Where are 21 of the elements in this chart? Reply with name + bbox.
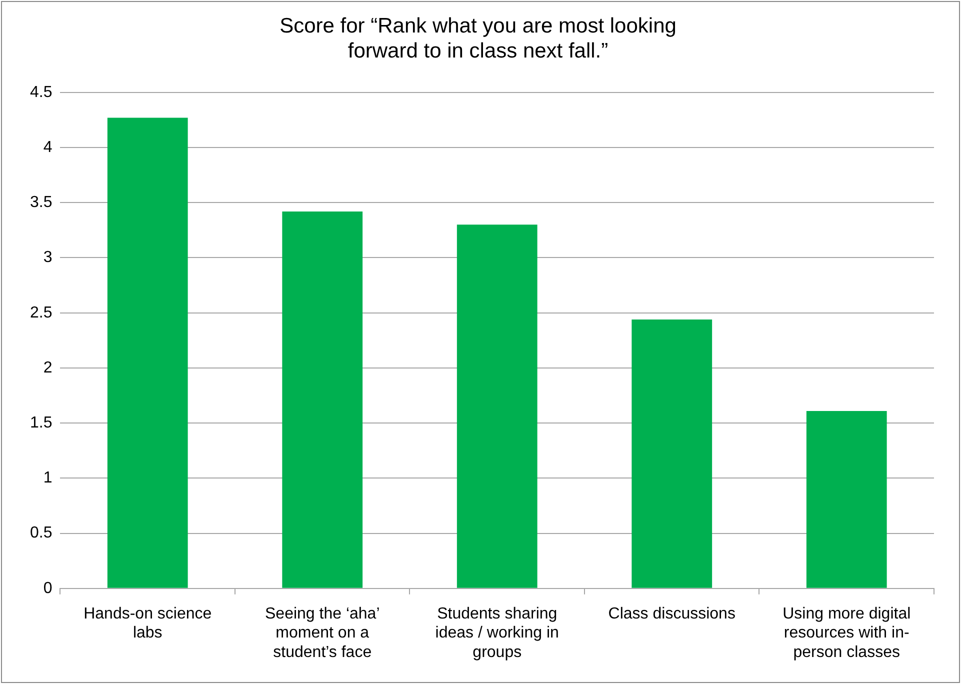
- x-tick-label: Students sharing ideas / working in groups: [435, 605, 559, 661]
- bar: [282, 211, 363, 588]
- chart-title: Score for “Rank what you are most looking forward to in class next fall.”: [280, 14, 676, 63]
- x-tick-label: Using more digital resources with in-person classes: [782, 605, 911, 661]
- bar: [456, 224, 538, 588]
- y-tick-label: 2.5: [30, 304, 52, 322]
- x-tick-label: Hands-on science labs: [84, 605, 212, 642]
- bar: [806, 410, 887, 588]
- bar: [632, 319, 712, 588]
- y-tick-label: 2: [43, 359, 52, 376]
- y-tick-label: 4.5: [30, 84, 52, 101]
- y-tick-label: 4: [43, 138, 52, 156]
- y-tick-label: 0.5: [30, 524, 52, 542]
- y-tick-label: 1: [43, 470, 52, 487]
- y-tick-label: 3: [43, 249, 52, 266]
- x-tick-label: Seeing the ‘aha’ moment on a student’s face: [264, 605, 380, 661]
- y-tick-label: 3.5: [30, 194, 52, 212]
- x-tick-label: Class discussions: [608, 605, 736, 622]
- y-tick-label: 1.5: [30, 414, 52, 432]
- y-tick-label: 0: [43, 580, 52, 597]
- bar: [107, 118, 188, 588]
